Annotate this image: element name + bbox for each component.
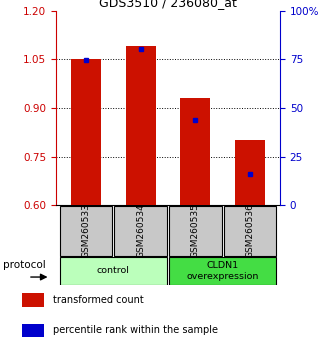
FancyBboxPatch shape — [60, 257, 167, 285]
FancyBboxPatch shape — [169, 257, 276, 285]
Bar — [180, 98, 210, 205]
Text: GSM260533: GSM260533 — [82, 204, 91, 258]
Text: percentile rank within the sample: percentile rank within the sample — [53, 325, 218, 336]
Text: protocol: protocol — [3, 259, 45, 270]
Bar — [22, 293, 44, 307]
Text: GSM260536: GSM260536 — [245, 204, 254, 258]
FancyBboxPatch shape — [60, 206, 112, 256]
Title: GDS3510 / 236080_at: GDS3510 / 236080_at — [99, 0, 237, 10]
Bar — [126, 46, 156, 205]
Text: control: control — [97, 266, 130, 275]
FancyBboxPatch shape — [169, 206, 221, 256]
Text: GSM260535: GSM260535 — [191, 204, 200, 258]
Text: transformed count: transformed count — [53, 295, 144, 305]
Bar — [235, 141, 265, 205]
Bar — [71, 59, 101, 205]
Text: GSM260534: GSM260534 — [136, 204, 145, 258]
FancyBboxPatch shape — [224, 206, 276, 256]
Text: CLDN1
overexpression: CLDN1 overexpression — [187, 261, 259, 280]
Bar — [22, 324, 44, 337]
FancyBboxPatch shape — [115, 206, 167, 256]
